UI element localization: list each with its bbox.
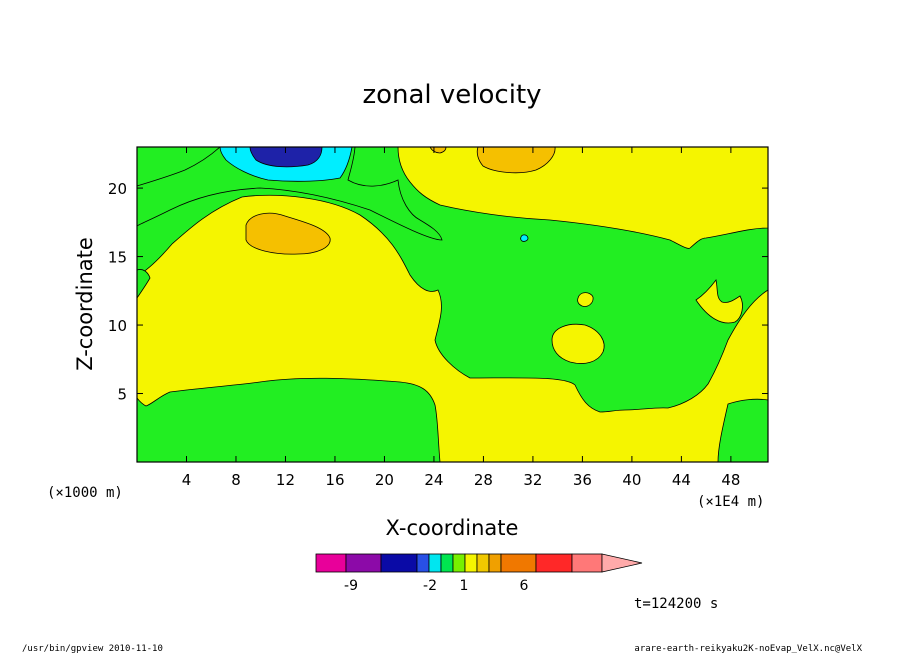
- y-tick-label: 10: [108, 317, 127, 335]
- x-tick-label: 12: [276, 471, 295, 489]
- colorbar-extend-arrow: [601, 553, 643, 573]
- colorbar-labels: -9 -2 1 6: [344, 578, 529, 594]
- colorbar-segment: [380, 553, 418, 573]
- colorbar: [315, 553, 643, 573]
- y-tick-label: 15: [108, 249, 127, 267]
- region-yellow-top: [137, 147, 768, 249]
- region-yellow-main: [137, 194, 768, 462]
- region-cyan-dot: [520, 234, 529, 242]
- colorbar-segment: [571, 553, 603, 573]
- chart-title: zonal velocity: [362, 80, 541, 110]
- colorbar-segment: [500, 553, 537, 573]
- colorbar-segment: [476, 553, 490, 573]
- time-label: t=124200 s: [634, 596, 718, 612]
- x-tick-label: 28: [474, 471, 493, 489]
- plot-frame: [136, 146, 769, 463]
- region-orange-1: [245, 212, 331, 255]
- colorbar-segment: [488, 553, 502, 573]
- colorbar-segment: [440, 553, 454, 573]
- x-axis: 4 8 12 16 20 24 28 32 36 40 44 48: [182, 147, 740, 489]
- x-tick-label: 44: [672, 471, 691, 489]
- region-blue: [249, 147, 323, 168]
- footer-right: arare-earth-reikyaku2K-noEvap_VelX.nc@Ve…: [634, 644, 862, 654]
- y-axis: 5 10 15 20: [108, 180, 768, 404]
- colorbar-segment: [416, 553, 430, 573]
- x-unit-right: (×1E4 m): [697, 494, 764, 510]
- colorbar-tick-label: -9: [344, 578, 358, 594]
- y-axis-label: Z-coordinate: [73, 237, 97, 371]
- x-axis-label: X-coordinate: [386, 516, 519, 540]
- contour-field: [137, 147, 768, 462]
- region-yellow-right-notch: [695, 279, 743, 324]
- x-tick-label: 48: [721, 471, 740, 489]
- x-tick-label: 8: [231, 471, 241, 489]
- colorbar-segment: [345, 553, 382, 573]
- colorbar-segment: [535, 553, 573, 573]
- region-green-left-notch: [137, 269, 151, 299]
- region-yellow-island-2: [551, 323, 605, 364]
- x-tick-label: 16: [325, 471, 344, 489]
- region-green-upper-left: [137, 147, 443, 241]
- x-unit-left: (×1000 m): [47, 485, 123, 501]
- y-tick-label: 20: [108, 180, 127, 198]
- colorbar-segment: [428, 553, 442, 573]
- region-yellow-island-1: [577, 292, 594, 307]
- y-tick-label: 5: [117, 386, 127, 404]
- colorbar-tick-label: -2: [423, 578, 437, 594]
- colorbar-tick-label: 1: [460, 578, 469, 594]
- footer-left: /usr/bin/gpview 2010-11-10: [22, 644, 163, 654]
- colorbar-segment: [452, 553, 466, 573]
- colorbar-segment: [464, 553, 478, 573]
- x-tick-label: 32: [523, 471, 542, 489]
- colorbar-segment: [315, 553, 347, 573]
- x-tick-label: 4: [182, 471, 192, 489]
- x-tick-label: 36: [573, 471, 592, 489]
- colorbar-tick-label: 6: [520, 578, 529, 594]
- x-tick-label: 20: [375, 471, 394, 489]
- region-orange-2: [476, 147, 556, 174]
- x-tick-label: 40: [622, 471, 641, 489]
- x-tick-label: 24: [424, 471, 443, 489]
